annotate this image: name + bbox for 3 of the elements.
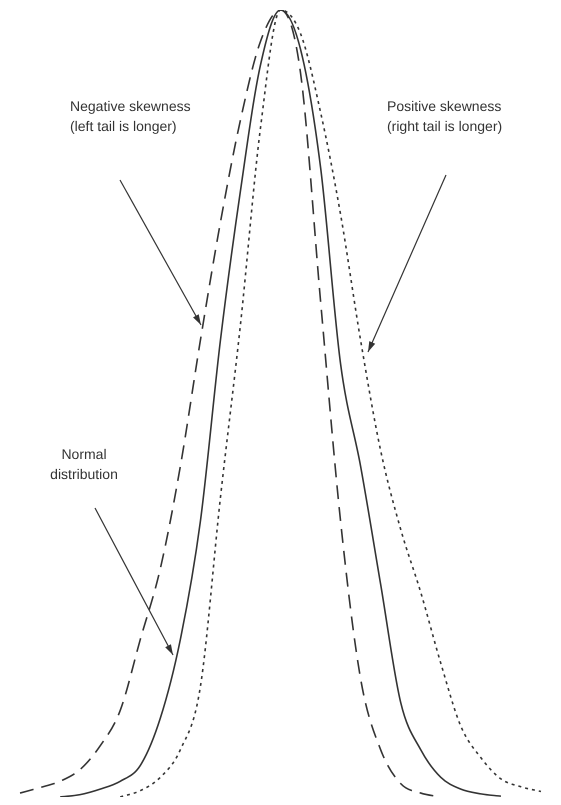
annotation: Normal distribution (50, 446, 118, 482)
annotation: Positive skewness (right tail is longer) (387, 98, 502, 134)
annotation: Negative skewness (left tail is longer) (70, 98, 191, 134)
